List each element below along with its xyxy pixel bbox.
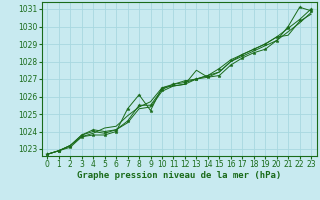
X-axis label: Graphe pression niveau de la mer (hPa): Graphe pression niveau de la mer (hPa): [77, 171, 281, 180]
